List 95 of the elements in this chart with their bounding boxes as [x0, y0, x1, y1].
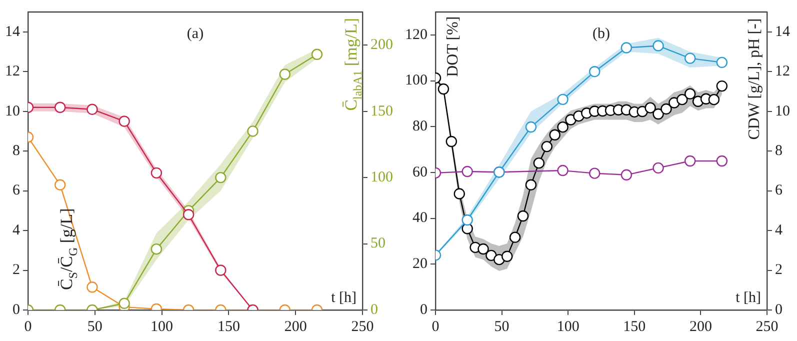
- point: [557, 121, 568, 133]
- point: [620, 42, 632, 54]
- point: [533, 157, 545, 169]
- x-tick-label: 150: [217, 318, 240, 335]
- point: [462, 214, 473, 226]
- y2-axis-title: CDW [g/L], pH [-]: [746, 18, 763, 140]
- y-tick-label: 12: [5, 64, 20, 80]
- y-tick-label: 40: [412, 210, 428, 226]
- y-tick-label: 100: [405, 72, 428, 89]
- point: [438, 83, 450, 95]
- y2-tick-label: 2: [775, 262, 782, 278]
- y2-tick-label: 100: [370, 169, 393, 186]
- y-tick-label: 0: [12, 302, 20, 318]
- x-tick-label: 50: [87, 318, 102, 335]
- x-tick-label: 100: [556, 318, 580, 335]
- y2-tick-label: 12: [775, 64, 790, 80]
- y2-tick-label: 10: [775, 103, 790, 120]
- x-tick-label: 50: [494, 318, 510, 335]
- text: (b): [592, 26, 610, 42]
- point: [182, 209, 194, 220]
- point: [684, 155, 696, 167]
- point: [150, 243, 162, 255]
- point: [716, 80, 728, 92]
- point: [54, 179, 66, 190]
- point: [652, 108, 664, 120]
- x-tick-label: 0: [24, 318, 32, 335]
- x-tick-label: 200: [689, 318, 712, 335]
- point: [676, 94, 688, 106]
- y2-tick-label: 200: [370, 37, 393, 54]
- point: [462, 166, 473, 178]
- point: [478, 243, 489, 255]
- point: [684, 88, 696, 100]
- y-tick-label: 8: [12, 143, 20, 160]
- y2-tick-label: 8: [775, 143, 782, 160]
- y2-tick-label: 0: [370, 302, 378, 318]
- point: [589, 168, 600, 179]
- point: [86, 104, 98, 115]
- point: [525, 121, 537, 133]
- point: [247, 126, 258, 137]
- point: [446, 136, 458, 148]
- point: [541, 140, 552, 152]
- y-axis-title: C̄S/C̄G [g/L]: [57, 208, 80, 290]
- point: [716, 56, 728, 68]
- x-tick-label: 200: [284, 318, 307, 335]
- point: [454, 188, 465, 200]
- x-axis-title: t [h]: [331, 290, 357, 306]
- point: [549, 129, 560, 140]
- point: [644, 102, 656, 114]
- point: [54, 102, 66, 113]
- point: [215, 172, 226, 184]
- y-tick-label: 10: [5, 103, 20, 120]
- point: [509, 232, 521, 243]
- point: [502, 250, 513, 262]
- y-axis-title: DOT [%]: [444, 16, 462, 77]
- point: [311, 48, 323, 60]
- point: [589, 66, 600, 78]
- point: [486, 250, 497, 262]
- point: [557, 164, 568, 176]
- y-tick-label: 80: [412, 118, 428, 135]
- point: [652, 162, 664, 174]
- x-tick-label: 250: [756, 318, 778, 335]
- y-tick-label: 20: [412, 256, 428, 272]
- x-tick-label: 100: [150, 318, 174, 335]
- y2-tick-label: 50: [370, 236, 386, 252]
- y2-tick-label: 14: [775, 24, 790, 40]
- x-tick-label: 0: [432, 318, 440, 335]
- point: [517, 210, 529, 222]
- point: [118, 298, 130, 309]
- x-axis-title: t [h]: [736, 290, 762, 306]
- y-tick-label: 0: [420, 302, 428, 318]
- y-tick-label: 120: [405, 26, 428, 43]
- y-tick-label: 6: [12, 182, 20, 199]
- point: [525, 179, 537, 190]
- x-tick-label: 250: [351, 318, 374, 335]
- x-tick-label: 150: [623, 318, 646, 335]
- point: [708, 94, 720, 106]
- point: [716, 155, 728, 167]
- point: [118, 116, 130, 127]
- y2-axis-title: C̄labA1 [mg/L]: [342, 18, 365, 111]
- y-tick-label: 60: [412, 164, 428, 180]
- text: (a): [186, 26, 204, 42]
- point: [684, 52, 696, 64]
- point: [660, 103, 672, 115]
- y-tick-label: 14: [5, 24, 20, 40]
- point: [620, 169, 632, 181]
- point: [652, 40, 664, 52]
- y2-tick-label: 4: [775, 222, 783, 238]
- y-tick-label: 2: [12, 262, 20, 278]
- point: [150, 167, 162, 179]
- point: [279, 68, 290, 80]
- point: [557, 94, 568, 106]
- y2-tick-label: 0: [775, 302, 782, 318]
- y2-tick-label: 150: [370, 103, 393, 120]
- y2-tick-label: 6: [775, 182, 783, 199]
- y-tick-label: 4: [12, 222, 20, 238]
